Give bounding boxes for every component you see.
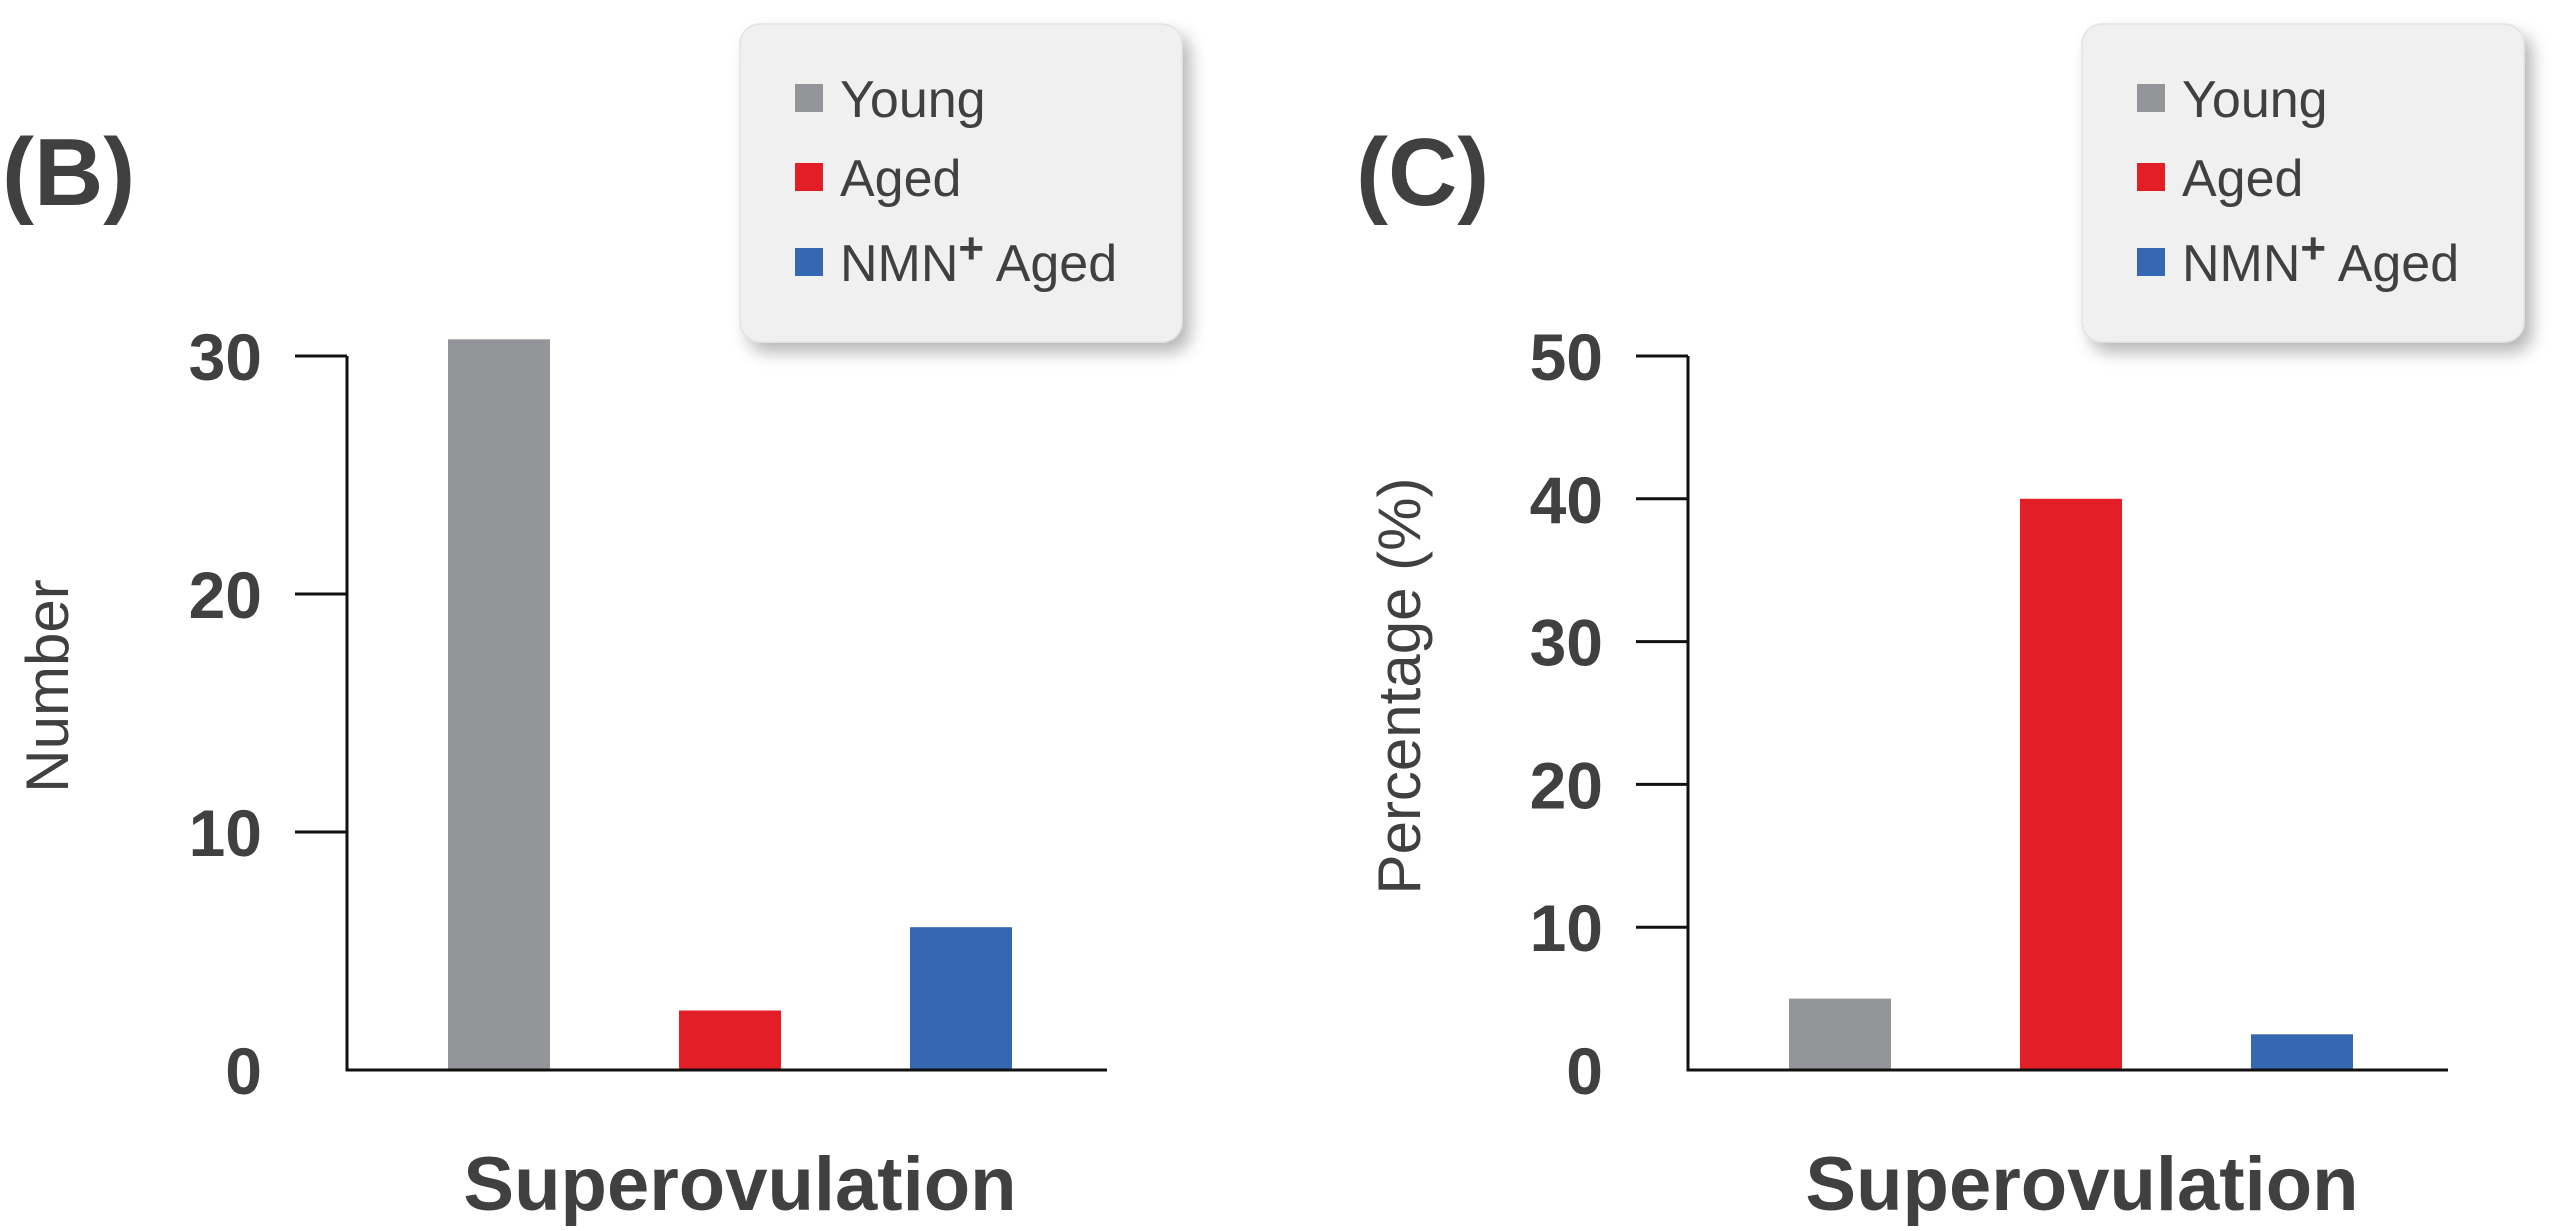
legend-swatch — [795, 163, 823, 191]
y-tick-label: 10 — [189, 796, 262, 870]
legend-label: Young — [840, 71, 986, 129]
bar-aged — [679, 1010, 781, 1070]
x-axis-label: Superovulation — [463, 1142, 1016, 1227]
y-tick-label: 10 — [1530, 891, 1603, 965]
y-tick-label: 20 — [189, 558, 262, 632]
legend-swatch — [795, 84, 823, 112]
legend-label: Aged — [2182, 150, 2303, 208]
panel-label: (C) — [1356, 119, 1489, 226]
bar-aged — [2020, 498, 2122, 1070]
legend-label: Young — [2182, 71, 2328, 129]
y-axis-label: Number — [14, 579, 81, 792]
y-tick-label: 0 — [225, 1034, 262, 1108]
legend-label: Aged — [840, 150, 961, 208]
panel-c-chart: (C) 0 10 20 30 40 50 Percentage (%) Superovulati… — [1356, 23, 2525, 1227]
legend-box — [739, 23, 1183, 343]
y-tick-label: 50 — [1530, 320, 1603, 394]
bar-nmn-aged — [2251, 1034, 2353, 1070]
y-axis-label: Percentage (%) — [1366, 478, 1433, 895]
legend-swatch — [2137, 163, 2165, 191]
y-tick-label: 40 — [1530, 463, 1603, 537]
bar-nmn-aged — [910, 927, 1012, 1070]
y-tick-label: 20 — [1530, 748, 1603, 822]
panel-b-chart: (B) 0 10 20 30 Number Superovulation Young Aged N… — [2, 23, 1183, 1227]
legend: Young Aged NMN+ Aged — [739, 23, 1183, 343]
legend-swatch — [2137, 84, 2165, 112]
bar-young — [1789, 998, 1891, 1070]
legend-swatch — [795, 248, 823, 276]
legend-label: NMN+ Aged — [2182, 224, 2459, 293]
legend-label: NMN+ Aged — [840, 224, 1117, 293]
bar-young — [448, 339, 550, 1071]
y-tick-label: 30 — [189, 320, 262, 394]
legend-box — [2081, 23, 2525, 343]
panel-label: (B) — [2, 119, 135, 226]
legend-swatch — [2137, 248, 2165, 276]
y-tick-label: 30 — [1530, 606, 1603, 680]
y-tick-label: 0 — [1566, 1034, 1603, 1108]
x-axis-label: Superovulation — [1805, 1142, 2358, 1227]
legend: Young Aged NMN+ Aged — [2081, 23, 2525, 343]
